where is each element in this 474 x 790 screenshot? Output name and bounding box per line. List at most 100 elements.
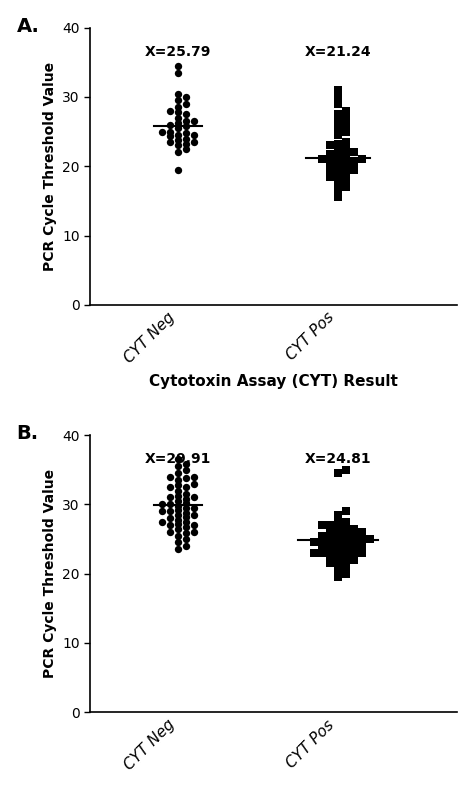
Point xyxy=(182,527,190,540)
Point xyxy=(174,460,182,472)
Point xyxy=(350,146,357,159)
Point xyxy=(334,527,341,540)
Point xyxy=(174,146,182,159)
Point xyxy=(182,520,190,532)
Point xyxy=(190,491,198,504)
Point xyxy=(326,526,333,539)
Point xyxy=(334,137,341,150)
Y-axis label: PCR Cycle Threshold Value: PCR Cycle Threshold Value xyxy=(43,62,56,271)
Point xyxy=(174,495,182,507)
Point xyxy=(334,168,341,181)
Point xyxy=(326,543,333,555)
Point xyxy=(318,529,326,542)
Point xyxy=(334,191,341,204)
Point xyxy=(334,564,341,577)
Point xyxy=(334,541,341,554)
Point xyxy=(334,555,341,567)
Point xyxy=(174,117,182,130)
Point xyxy=(174,529,182,542)
Point xyxy=(182,91,190,103)
Point xyxy=(358,153,365,166)
Point xyxy=(334,115,341,127)
Point xyxy=(342,141,349,153)
Point xyxy=(350,536,357,549)
Point xyxy=(342,174,349,186)
Point xyxy=(158,505,166,517)
Text: A.: A. xyxy=(17,17,39,36)
Point xyxy=(326,165,333,178)
Point xyxy=(174,66,182,79)
Point xyxy=(174,87,182,100)
Point xyxy=(190,470,198,483)
Point xyxy=(182,487,190,500)
Text: B.: B. xyxy=(17,424,39,443)
Point xyxy=(334,570,341,583)
Point xyxy=(326,139,333,152)
Point xyxy=(334,149,341,162)
X-axis label: Cytotoxin Assay (CYT) Result: Cytotoxin Assay (CYT) Result xyxy=(149,374,398,389)
Point xyxy=(326,171,333,183)
Point xyxy=(310,547,318,559)
Point xyxy=(174,536,182,549)
Point xyxy=(182,492,190,505)
Point xyxy=(334,164,341,176)
Point xyxy=(334,509,341,521)
Point xyxy=(342,538,349,551)
Text: X=24.81: X=24.81 xyxy=(304,453,371,466)
Point xyxy=(334,129,341,141)
Point xyxy=(350,529,357,542)
Point xyxy=(174,484,182,497)
Point xyxy=(342,550,349,562)
Point xyxy=(182,120,190,133)
Point xyxy=(174,474,182,487)
Point xyxy=(334,536,341,549)
Point xyxy=(342,146,349,159)
Point xyxy=(182,532,190,545)
Point xyxy=(334,154,341,167)
Point xyxy=(358,526,365,539)
Point xyxy=(182,472,190,484)
Point xyxy=(350,164,357,176)
Text: X=25.79: X=25.79 xyxy=(145,45,211,59)
Point xyxy=(342,505,349,517)
Point xyxy=(342,136,349,149)
Point xyxy=(174,139,182,152)
Point xyxy=(342,560,349,573)
Point xyxy=(334,550,341,562)
Point xyxy=(174,453,182,465)
Point xyxy=(182,502,190,514)
Point xyxy=(350,156,357,169)
Point xyxy=(182,143,190,156)
Point xyxy=(190,502,198,514)
Point xyxy=(342,520,349,532)
Point xyxy=(174,499,182,512)
Point xyxy=(174,503,182,516)
Point xyxy=(350,522,357,535)
Point xyxy=(174,514,182,526)
Point xyxy=(174,517,182,530)
Point xyxy=(326,532,333,545)
Point xyxy=(182,497,190,510)
Point xyxy=(166,505,174,517)
Point xyxy=(342,126,349,138)
Point xyxy=(166,519,174,532)
Point xyxy=(350,541,357,554)
Point xyxy=(174,94,182,107)
Point xyxy=(182,132,190,145)
Point xyxy=(334,84,341,96)
Point xyxy=(342,156,349,169)
Point xyxy=(166,498,174,510)
Point xyxy=(174,479,182,491)
Point xyxy=(334,177,341,190)
Point xyxy=(174,129,182,141)
Point xyxy=(190,115,198,127)
Point xyxy=(326,548,333,561)
Point xyxy=(334,91,341,103)
Point xyxy=(166,491,174,504)
Point xyxy=(174,164,182,176)
Point xyxy=(182,458,190,471)
Point xyxy=(174,59,182,72)
Point xyxy=(326,552,333,565)
Point xyxy=(342,104,349,117)
Point xyxy=(318,534,326,547)
